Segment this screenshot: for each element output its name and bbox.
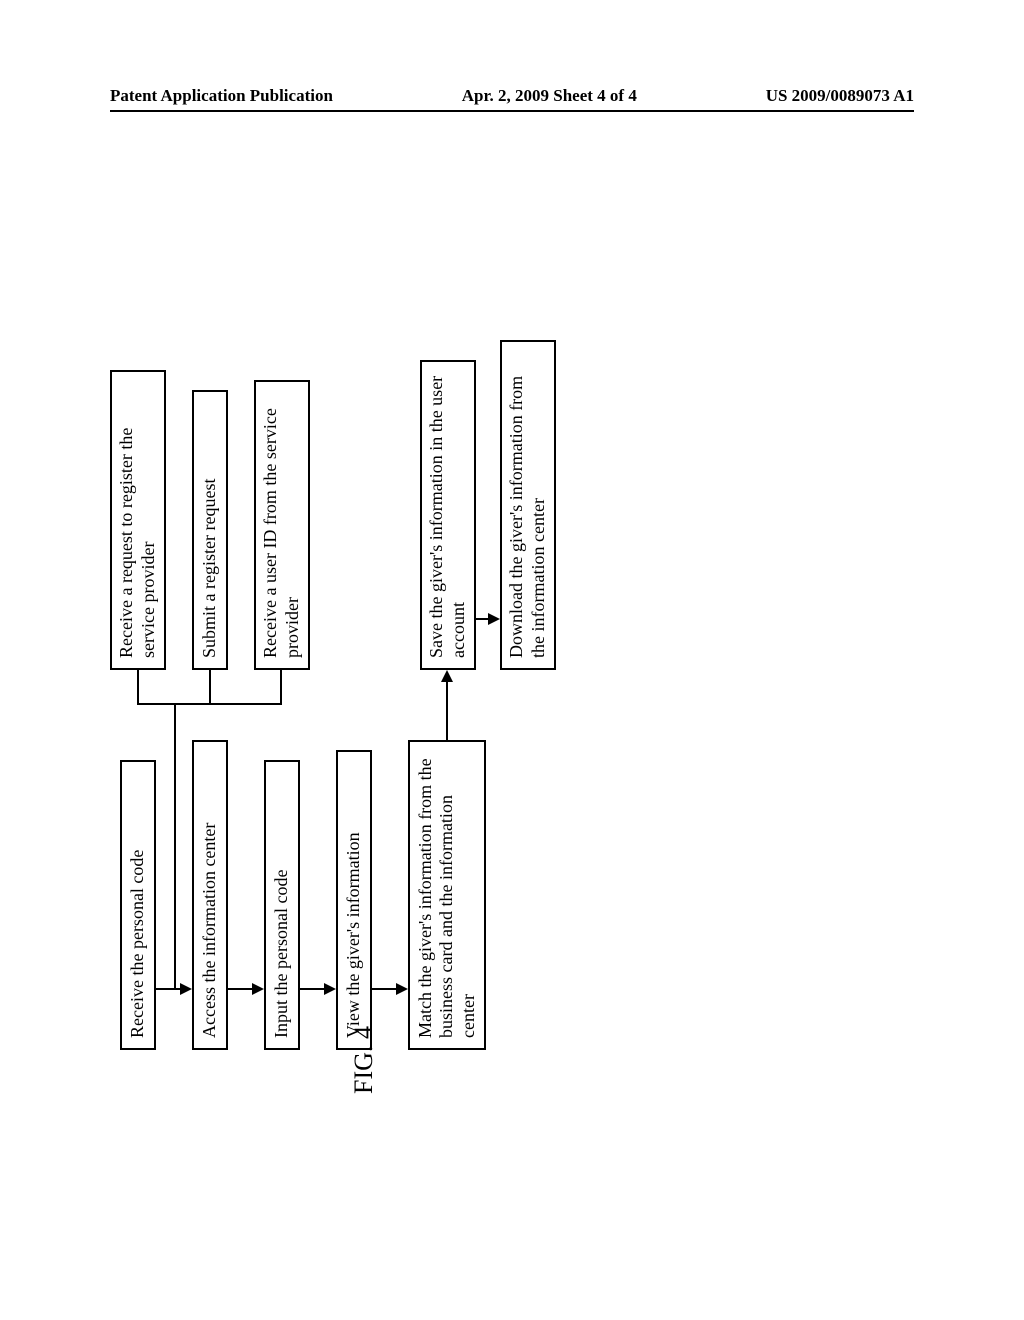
node-receive-register-request: Receive a request to register the servic… (110, 370, 166, 670)
header-left: Patent Application Publication (110, 86, 333, 106)
arrow-head-icon (441, 670, 453, 682)
header-center: Apr. 2, 2009 Sheet 4 of 4 (462, 86, 637, 106)
edge (137, 670, 139, 705)
edge (174, 703, 210, 705)
node-text: Receive the personal code (127, 850, 149, 1038)
node-download-givers-info: Download the giver's information from th… (500, 340, 556, 670)
node-input-personal-code: Input the personal code (264, 760, 300, 1050)
node-access-info-center: Access the information center (192, 740, 228, 1050)
node-text: Match the giver's information from the b… (415, 752, 480, 1038)
arrow-head-icon (324, 983, 336, 995)
edge (446, 682, 448, 740)
node-text: Submit a register request (199, 479, 221, 658)
node-match-givers-info: Match the giver's information from the b… (408, 740, 486, 1050)
edge (476, 618, 488, 620)
edge (138, 703, 176, 705)
node-text: Save the giver's information in the user… (426, 372, 469, 658)
node-text: View the giver's information (343, 832, 365, 1038)
edge (372, 988, 396, 990)
arrow-head-icon (252, 983, 264, 995)
figure-label: FIG. 4 (349, 1026, 379, 1094)
edge (209, 670, 211, 705)
node-text: Receive a user ID from the service provi… (260, 392, 303, 658)
node-text: Download the giver's information from th… (506, 352, 549, 658)
edge (280, 670, 282, 705)
edge (210, 703, 282, 705)
node-text: Receive a request to register the servic… (116, 382, 159, 658)
header-right: US 2009/0089073 A1 (766, 86, 914, 106)
header-divider (110, 110, 914, 112)
edge (174, 704, 176, 989)
edge (300, 988, 324, 990)
node-save-givers-info: Save the giver's information in the user… (420, 360, 476, 670)
node-receive-personal-code: Receive the personal code (120, 760, 156, 1050)
edge (156, 988, 180, 990)
node-text: Access the information center (199, 823, 221, 1038)
arrow-head-icon (180, 983, 192, 995)
node-submit-register-request: Submit a register request (192, 390, 228, 670)
arrow-head-icon (488, 613, 500, 625)
page-header: Patent Application Publication Apr. 2, 2… (110, 86, 914, 106)
node-text: Input the personal code (271, 870, 293, 1038)
node-receive-user-id: Receive a user ID from the service provi… (254, 380, 310, 670)
edge (228, 988, 252, 990)
arrow-head-icon (396, 983, 408, 995)
node-view-givers-info: View the giver's information (336, 750, 372, 1050)
flowchart: Receive the personal code Access the inf… (120, 350, 880, 1050)
